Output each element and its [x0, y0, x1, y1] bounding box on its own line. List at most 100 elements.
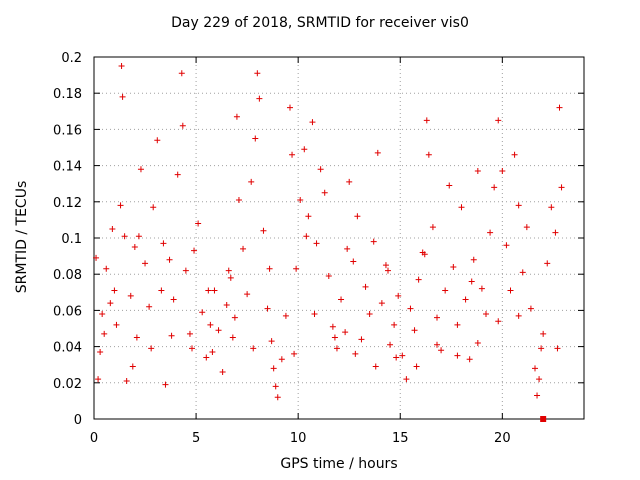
- data-point: [199, 309, 206, 316]
- data-point: [266, 265, 273, 272]
- data-point: [148, 345, 155, 352]
- y-tick-label: 0.14: [53, 160, 82, 175]
- data-point: [415, 276, 422, 283]
- data-point: [495, 318, 502, 325]
- data-point: [123, 377, 130, 384]
- data-point: [413, 363, 420, 370]
- data-point: [272, 383, 279, 390]
- data-point: [519, 269, 526, 276]
- data-point: [117, 202, 124, 209]
- data-point: [532, 365, 538, 372]
- data-point: [333, 345, 340, 352]
- data-point: [231, 314, 238, 321]
- data-point: [111, 287, 118, 294]
- x-tick-label: 15: [392, 431, 409, 446]
- data-point: [191, 247, 198, 254]
- data-point: [256, 95, 263, 102]
- data-point: [352, 350, 359, 357]
- data-point: [301, 146, 308, 153]
- data-point: [350, 258, 357, 265]
- data-point: [305, 213, 312, 220]
- data-point: [260, 227, 267, 234]
- data-point: [289, 151, 296, 158]
- data-point: [534, 392, 541, 399]
- data-point: [442, 287, 449, 294]
- data-point: [182, 267, 189, 274]
- data-point: [240, 245, 247, 252]
- data-point: [499, 168, 506, 175]
- data-point: [227, 274, 234, 281]
- data-point: [195, 220, 202, 227]
- data-point: [387, 341, 394, 348]
- data-point: [309, 119, 316, 126]
- data-point: [548, 204, 555, 211]
- data-point: [466, 356, 473, 363]
- data-point: [391, 321, 398, 328]
- data-point: [438, 347, 445, 354]
- data-point: [425, 151, 432, 158]
- data-point: [474, 168, 481, 175]
- data-point: [150, 204, 157, 211]
- data-point: [313, 240, 320, 247]
- data-point: [270, 365, 277, 372]
- data-point: [179, 122, 186, 129]
- data-point: [378, 300, 385, 307]
- data-point: [174, 171, 181, 178]
- data-point: [189, 345, 195, 352]
- data-point: [382, 262, 389, 269]
- chart-title: Day 229 of 2018, SRMTID for receiver vis…: [171, 15, 469, 31]
- data-point: [235, 196, 242, 203]
- x-tick-label: 5: [192, 431, 200, 446]
- y-tick-label: 0.18: [53, 87, 82, 102]
- data-point: [119, 93, 126, 100]
- data-point: [118, 63, 125, 70]
- data-point: [474, 339, 481, 346]
- y-tick-label: 0.16: [53, 123, 82, 138]
- data-point: [121, 233, 128, 240]
- y-axis-label: SRMTID / TECUs: [14, 180, 30, 294]
- data-point: [329, 323, 336, 330]
- data-point: [101, 330, 108, 337]
- data-point: [344, 245, 351, 252]
- data-point: [109, 225, 116, 232]
- data-point: [297, 196, 304, 203]
- data-point: [127, 292, 134, 299]
- data-point: [515, 202, 522, 209]
- y-tick-label: 0.02: [53, 377, 82, 392]
- data-point: [511, 151, 518, 158]
- data-point: [223, 301, 230, 308]
- data-point: [113, 321, 120, 328]
- data-point: [186, 330, 193, 337]
- x-tick-label: 0: [90, 431, 98, 446]
- data-point: [133, 334, 140, 341]
- data-point: [248, 178, 255, 185]
- data-point: [458, 204, 465, 211]
- data-point: [233, 113, 240, 120]
- x-tick-label: 10: [290, 431, 307, 446]
- data-point: [254, 70, 261, 77]
- data-point: [321, 189, 328, 196]
- data-point: [470, 256, 477, 263]
- data-point: [462, 296, 469, 303]
- data-point: [434, 314, 440, 321]
- grid: [94, 57, 584, 419]
- data-point: [421, 251, 428, 258]
- data-point: [454, 321, 461, 328]
- data-point: [385, 267, 391, 274]
- data-point: [446, 182, 453, 189]
- data-point: [374, 149, 381, 156]
- data-point: [407, 305, 414, 312]
- data-point: [129, 363, 136, 370]
- data-point: [554, 345, 561, 352]
- data-point: [137, 166, 144, 173]
- data-points: [93, 63, 565, 422]
- data-point: [393, 354, 400, 361]
- data-point: [203, 354, 210, 361]
- data-point: [311, 311, 318, 318]
- data-point: [219, 368, 226, 375]
- data-point: [366, 311, 373, 318]
- y-tick-label: 0.2: [61, 51, 82, 66]
- data-point: [483, 311, 489, 318]
- data-point: [142, 260, 149, 267]
